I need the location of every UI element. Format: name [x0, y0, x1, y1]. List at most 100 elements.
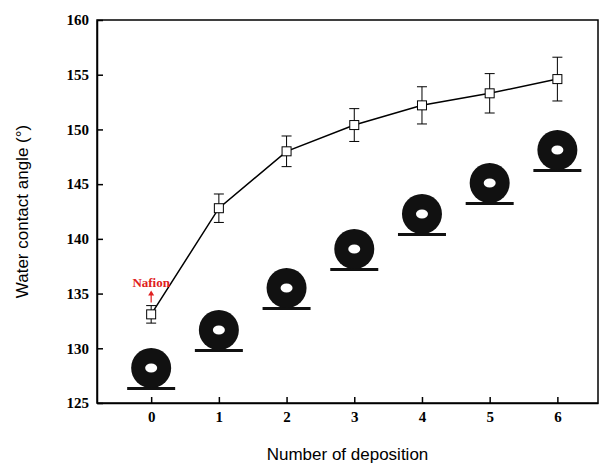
tick-label: 1	[216, 409, 224, 425]
point	[417, 101, 426, 110]
tick: 6	[554, 397, 562, 425]
tick-mark	[97, 348, 103, 350]
tick: 130	[67, 341, 104, 357]
error-cap	[146, 305, 156, 306]
error-cap	[485, 113, 495, 114]
tick: 4	[419, 397, 427, 425]
error-bar	[214, 194, 224, 222]
error-cap	[552, 100, 562, 101]
tick: 125	[67, 395, 104, 411]
tick: 3	[351, 397, 359, 425]
tick-mark	[97, 184, 103, 186]
y-axis: 125 130 135 140 145 150 155 160	[67, 12, 104, 411]
error-bar	[417, 87, 427, 124]
tick-mark	[557, 397, 559, 403]
error-cap	[214, 222, 224, 223]
tick: 135	[67, 286, 104, 302]
tick-mark	[219, 397, 221, 403]
droplet-body	[537, 130, 577, 170]
tick-mark	[354, 397, 356, 403]
droplet	[330, 229, 378, 271]
tick: 5	[486, 397, 494, 425]
tick: 0	[148, 397, 156, 425]
error-cap	[485, 73, 495, 74]
droplet-highlight	[416, 210, 428, 219]
droplet-body	[402, 194, 442, 234]
tick-label: 140	[67, 231, 90, 247]
tick: 150	[67, 122, 104, 138]
tick-label: 3	[351, 409, 359, 425]
droplet	[533, 130, 581, 172]
tick-label: 145	[67, 176, 90, 192]
x-axis: 0 1 2 3 4 5 6	[98, 397, 599, 425]
tick: 140	[67, 231, 104, 247]
tick-mark	[422, 397, 424, 403]
tick-mark	[97, 20, 103, 22]
x-axis-title: Number of deposition	[267, 445, 429, 464]
annotation: Nafion	[132, 275, 170, 290]
droplets	[127, 130, 581, 390]
y-axis-title: Water contact angle (°)	[13, 125, 32, 298]
error-cap	[146, 323, 156, 324]
tick-label: 5	[486, 409, 494, 425]
series-line	[151, 79, 557, 314]
data-marks	[146, 57, 562, 323]
error-cap	[282, 135, 292, 136]
tick-mark	[97, 293, 103, 295]
tick-label: 135	[67, 286, 90, 302]
tick-mark	[97, 74, 103, 76]
tick-mark	[97, 239, 103, 241]
axis-line	[97, 21, 99, 404]
plot: 0 1 2 3 4 5 6 125 130 135 140 145 150 155 160	[67, 12, 599, 424]
droplet-highlight	[145, 364, 157, 373]
tick-label: 4	[419, 409, 427, 425]
droplet-highlight	[484, 179, 496, 188]
tick-label: 130	[67, 341, 90, 357]
error-cap	[349, 108, 359, 109]
error-cap	[282, 166, 292, 167]
droplet	[127, 348, 175, 390]
tick-label: 2	[283, 409, 291, 425]
tick-label: 0	[148, 409, 156, 425]
annotation-arrowhead	[148, 291, 154, 296]
tick-label: 150	[67, 122, 90, 138]
tick-mark	[97, 129, 103, 131]
droplet-highlight	[281, 284, 293, 293]
droplet-body	[267, 268, 307, 308]
point	[553, 75, 562, 84]
error-cap	[417, 86, 427, 87]
tick: 2	[283, 397, 291, 425]
point	[282, 147, 291, 156]
tick-label: 6	[554, 409, 562, 425]
point	[214, 204, 223, 213]
point	[485, 89, 494, 98]
tick: 155	[67, 67, 104, 83]
droplet-highlight	[348, 245, 360, 254]
droplet-body	[199, 310, 239, 350]
tick-mark	[97, 403, 103, 405]
error-cap	[214, 193, 224, 194]
point	[147, 310, 156, 319]
error-cap	[417, 123, 427, 124]
point	[350, 121, 359, 130]
error-bar	[552, 57, 562, 101]
tick-label: 155	[67, 67, 90, 83]
droplet	[466, 163, 514, 205]
droplet	[263, 268, 311, 310]
droplet-body	[131, 348, 171, 388]
tick: 1	[216, 397, 224, 425]
annotation-arrow	[151, 295, 152, 303]
tick-mark	[286, 397, 288, 403]
error-bar	[485, 74, 495, 113]
tick: 160	[67, 12, 104, 28]
error-bar	[146, 306, 156, 324]
error-cap	[349, 141, 359, 142]
tick-label: 125	[67, 395, 90, 411]
tick-label: 160	[67, 12, 90, 28]
plot-frame	[97, 20, 598, 403]
tick: 145	[67, 176, 104, 192]
error-cap	[552, 57, 562, 58]
axis-line	[98, 403, 599, 405]
droplet-body	[470, 163, 510, 203]
error-bar	[349, 109, 359, 142]
